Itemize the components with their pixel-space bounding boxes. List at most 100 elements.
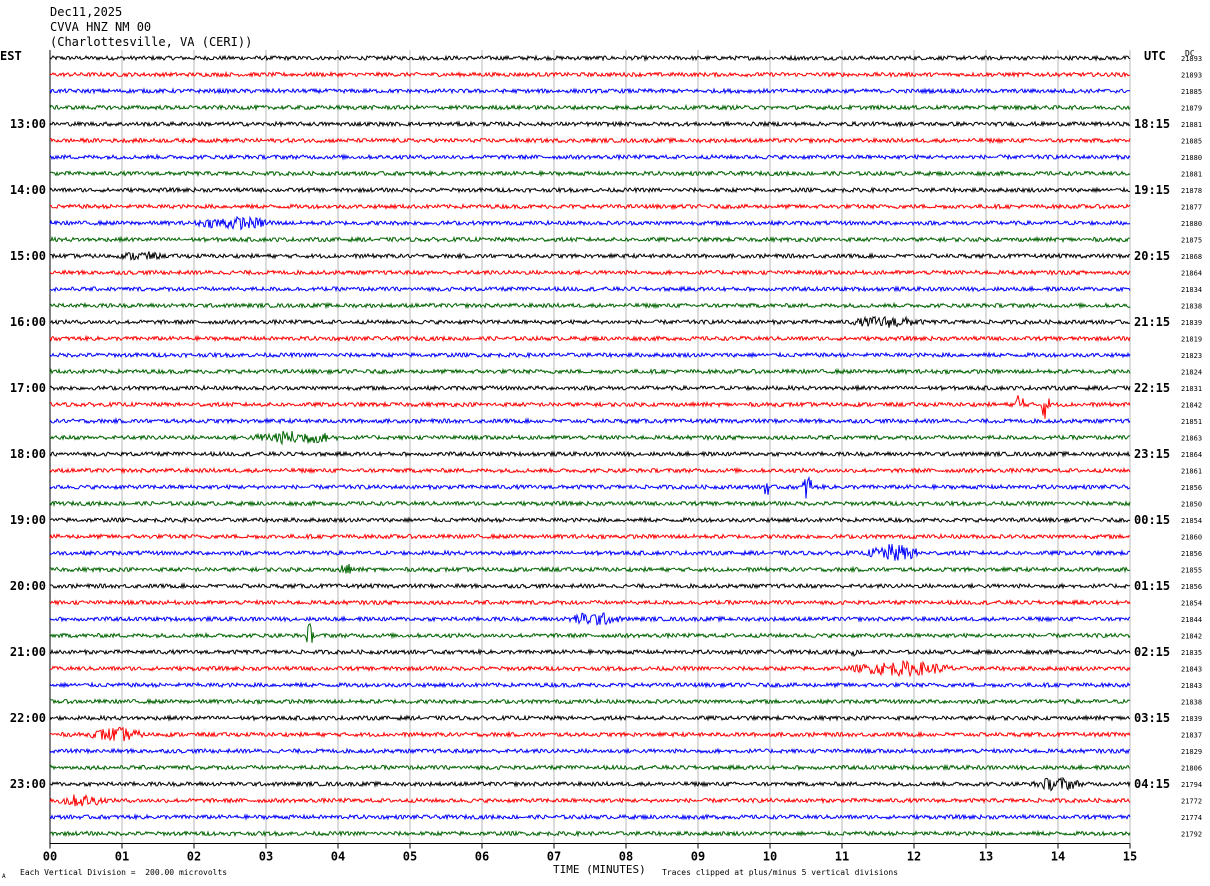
trace-line (49, 351, 1131, 359)
dc-offset-label: 21829 (1181, 748, 1202, 756)
dc-offset-label: 21831 (1181, 385, 1202, 393)
trace-line (49, 598, 1131, 607)
trace-line (49, 726, 1131, 742)
left-axis-label: EST (0, 49, 22, 63)
dc-offset-label: 21861 (1181, 468, 1202, 476)
header-location: (Charlottesville, VA (CERI)) (50, 35, 252, 49)
trace-line (49, 87, 1131, 95)
dc-offset-label: 21838 (1181, 303, 1202, 311)
trace-line (49, 763, 1131, 772)
dc-offset-label: 21880 (1181, 154, 1202, 162)
trace-line (49, 235, 1131, 244)
est-hour-label: 15:00 (10, 249, 46, 263)
trace-line (49, 697, 1131, 706)
dc-offset-label: 21823 (1181, 352, 1202, 360)
x-tick-label: 13 (979, 850, 993, 864)
x-tick-label: 15 (1123, 850, 1137, 864)
trace-line (49, 714, 1131, 722)
dc-offset-label: 21879 (1181, 105, 1202, 113)
dc-offset-label: 21868 (1181, 253, 1202, 261)
right-axis-label: UTC (1144, 49, 1166, 63)
x-tick-label: 14 (1051, 850, 1065, 864)
trace-line (49, 384, 1131, 392)
utc-hour-label: 04:15 (1134, 777, 1170, 791)
dc-offset-label: 21794 (1181, 781, 1202, 789)
clip-note: Traces clipped at plus/minus 5 vertical … (662, 868, 898, 877)
dc-offset-label: 21864 (1181, 451, 1202, 459)
x-tick-label: 12 (907, 850, 921, 864)
trace-line (49, 367, 1131, 376)
dc-offset-label: 21850 (1181, 501, 1202, 509)
trace-line (49, 186, 1130, 194)
trace-line (49, 475, 1131, 499)
trace-line (49, 268, 1131, 277)
dc-offset-label: 21893 (1181, 72, 1202, 80)
trace-line (49, 70, 1131, 79)
est-hour-label: 17:00 (10, 381, 46, 395)
corner-mark: A (2, 873, 6, 880)
trace-line (49, 516, 1131, 524)
est-hour-label: 19:00 (10, 513, 46, 527)
dc-offset-label: 21772 (1181, 798, 1202, 806)
dc-offset-label: 21842 (1181, 402, 1202, 410)
utc-hour-label: 20:15 (1134, 249, 1170, 263)
dc-offset-label: 21878 (1181, 187, 1202, 195)
utc-hour-labels: 18:15 19:15 20:15 21:15 22:15 23:15 00:15 01:15… (1134, 117, 1170, 791)
x-tick-label: 11 (835, 850, 849, 864)
utc-hour-label: 21:15 (1134, 315, 1170, 329)
trace-line (49, 315, 1131, 328)
dc-label: DC (1185, 49, 1195, 58)
dc-offset-label: 21855 (1181, 567, 1202, 575)
trace-line (49, 544, 1131, 561)
trace-line (49, 563, 1131, 574)
trace-line (49, 612, 1131, 626)
dc-offset-label: 21843 (1181, 666, 1202, 674)
est-hour-label: 18:00 (10, 447, 46, 461)
dc-offset-label: 21839 (1181, 715, 1202, 723)
trace-line (49, 776, 1131, 792)
trace-line (49, 169, 1131, 178)
dc-offset-label: 21854 (1181, 600, 1202, 608)
trace-line (49, 395, 1131, 419)
dc-offset-label: 21792 (1181, 831, 1202, 839)
utc-hour-label: 02:15 (1134, 645, 1170, 659)
x-tick-label: 01 (115, 850, 129, 864)
seismic-traces (49, 54, 1131, 838)
trace-line (49, 681, 1131, 689)
utc-hour-label: 22:15 (1134, 381, 1170, 395)
dc-offset-label: 21880 (1181, 220, 1202, 228)
utc-hour-label: 00:15 (1134, 513, 1170, 527)
trace-line (49, 829, 1131, 838)
x-tick-label: 05 (403, 850, 417, 864)
dc-offset-label: 21881 (1181, 121, 1202, 129)
trace-line (49, 153, 1131, 161)
dc-offset-label: 21844 (1181, 616, 1202, 624)
dc-offset-label: 21854 (1181, 517, 1202, 525)
dc-offset-label: 21774 (1181, 814, 1202, 822)
header-station: CVVA HNZ NM 00 (50, 20, 151, 34)
trace-line (49, 251, 1131, 261)
trace-line (49, 54, 1131, 62)
x-axis-title: TIME (MINUTES) (553, 863, 646, 876)
x-tick-label: 00 (43, 850, 57, 864)
dc-offset-label: 21893 (1181, 55, 1202, 63)
dc-offset-label: 21835 (1181, 649, 1202, 657)
dc-offset-label: 21843 (1181, 682, 1202, 690)
trace-line (49, 450, 1131, 458)
dc-offset-label: 21856 (1181, 550, 1202, 558)
trace-line (49, 659, 1131, 678)
trace-line (49, 747, 1131, 755)
x-tick-label: 04 (331, 850, 345, 864)
dc-offset-label: 21885 (1181, 88, 1202, 96)
dc-offset-label: 21851 (1181, 418, 1202, 426)
dc-offset-label: 21864 (1181, 270, 1202, 278)
est-hour-label: 14:00 (10, 183, 46, 197)
est-hour-label: 16:00 (10, 315, 46, 329)
dc-offset-label: 21875 (1181, 237, 1202, 245)
dc-offset-label: 21819 (1181, 336, 1202, 344)
dc-offset-label: 21881 (1181, 171, 1202, 179)
est-hour-label: 20:00 (10, 579, 46, 593)
trace-line (49, 120, 1131, 128)
dc-offset-label: 21856 (1181, 484, 1202, 492)
